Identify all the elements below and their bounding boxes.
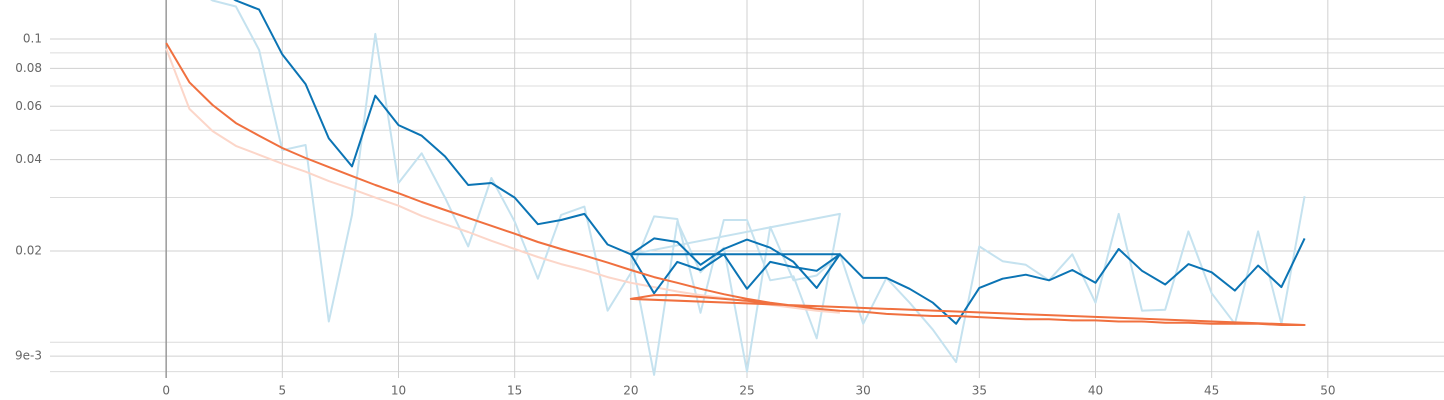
x-tick-label: 30: [856, 384, 871, 398]
y-tick-label: 0.06: [15, 99, 42, 113]
x-tick-label: 20: [623, 384, 638, 398]
y-tick-label: 0.08: [15, 61, 42, 75]
y-tick-label: 0.1: [23, 32, 42, 46]
x-tick-label: 45: [1204, 384, 1219, 398]
x-tick-label: 40: [1088, 384, 1103, 398]
x-tick-label: 5: [279, 384, 287, 398]
series-line: [165, 42, 1306, 326]
y-tick-label: 0.02: [15, 243, 42, 257]
y-tick-label: 0.04: [15, 152, 42, 166]
plot-area: [165, 0, 1306, 376]
x-tick-label: 50: [1320, 384, 1335, 398]
y-tick-label: 9e-3: [15, 349, 42, 363]
series-line: [209, 0, 1306, 376]
x-tick-label: 25: [739, 384, 754, 398]
series-line: [233, 0, 1306, 325]
x-tick-label: 0: [162, 384, 170, 398]
x-tick-label: 15: [507, 384, 522, 398]
axis-labels: 9e-3 0.02 0.04 0.06 0.08 0.1 0 5 10 15 20 25 30 35 40 4…: [15, 32, 1335, 398]
x-tick-label: 35: [972, 384, 987, 398]
x-tick-label: 10: [391, 384, 406, 398]
